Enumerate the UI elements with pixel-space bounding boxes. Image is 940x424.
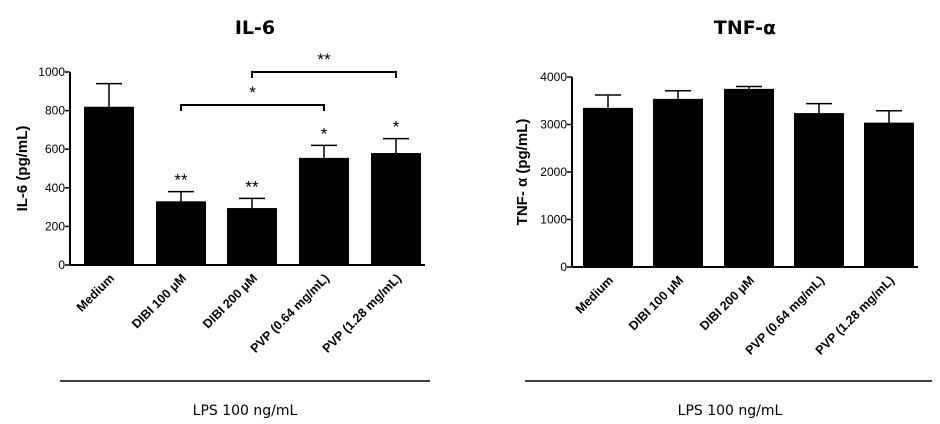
significance-star: ** (174, 171, 188, 190)
bar (156, 201, 206, 265)
bar (864, 122, 914, 267)
y-tick-label: 800 (45, 104, 65, 118)
y-tick-label: 1000 (38, 65, 65, 79)
category-label: DIBI 100 μM (626, 273, 686, 333)
treatment-label: LPS 100 ng/mL (678, 403, 783, 419)
y-tick-label: 1000 (540, 213, 567, 227)
bar (84, 106, 134, 266)
significance-bracket (251, 71, 397, 78)
bracket-label: * (249, 83, 256, 102)
y-tick-label: 600 (45, 142, 65, 156)
category-label: DIBI 200 μM (697, 273, 757, 333)
chart-title: IL-6 (235, 17, 275, 39)
category-label: Medium (573, 273, 616, 316)
category-label: PVP (1.28 mg/mL) (320, 271, 404, 355)
chart-title: TNF-α (714, 17, 776, 39)
bar (583, 107, 633, 267)
y-axis-label: IL-6 (pg/mL) (14, 126, 31, 212)
y-tick-label: 0 (58, 258, 65, 272)
category-label: PVP (1.28 mg/mL) (813, 273, 897, 357)
bar (227, 208, 277, 265)
bar (724, 88, 774, 267)
y-tick-label: 400 (45, 181, 65, 195)
bar (653, 98, 703, 267)
bracket-label: ** (317, 50, 331, 69)
significance-star: * (393, 118, 400, 137)
y-tick-label: 0 (560, 260, 567, 274)
y-tick-label: 4000 (540, 70, 567, 84)
y-tick-label: 3000 (540, 118, 567, 132)
category-label: PVP (0.64 mg/mL) (248, 271, 332, 355)
y-axis-label: TNF- α (pg/mL) (514, 119, 531, 226)
significance-bracket (180, 104, 325, 111)
bar (371, 153, 421, 265)
y-tick-label: 2000 (540, 165, 567, 179)
treatment-label: LPS 100 ng/mL (193, 403, 298, 419)
significance-star: ** (245, 177, 259, 196)
bar (794, 113, 844, 267)
category-label: Medium (74, 271, 117, 314)
category-label: DIBI 200 μM (200, 271, 260, 331)
bar (299, 157, 349, 265)
significance-star: * (321, 124, 328, 143)
y-tick-label: 200 (45, 219, 65, 233)
category-label: DIBI 100 μM (129, 271, 189, 331)
